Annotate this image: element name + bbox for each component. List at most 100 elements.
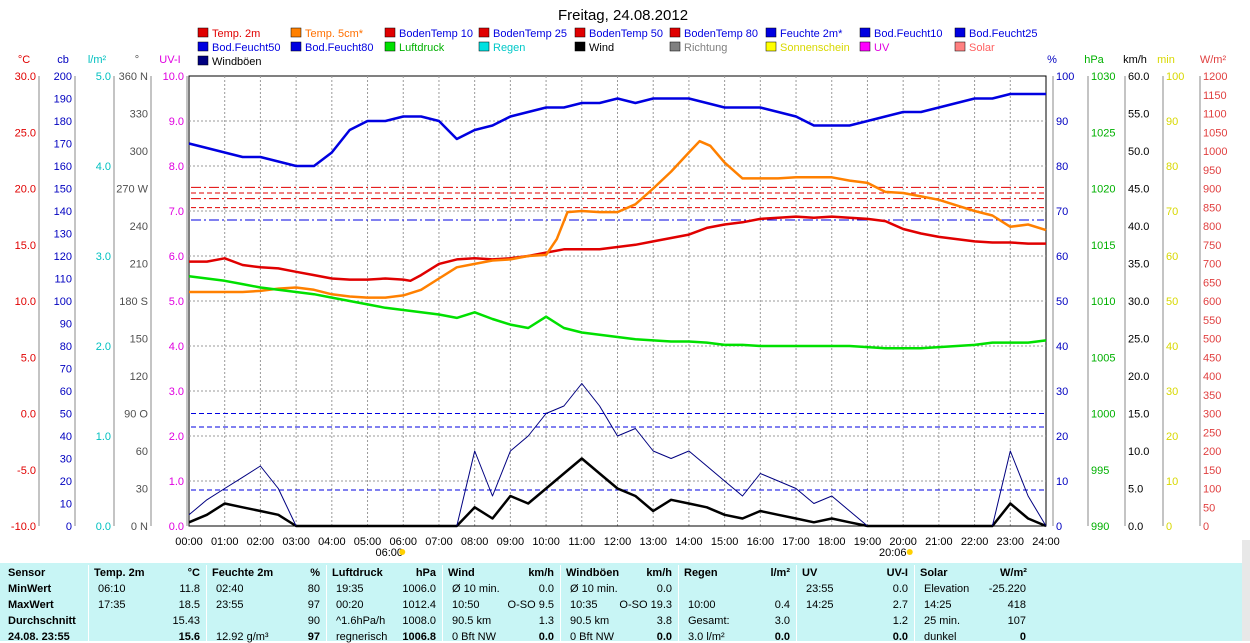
uv-tick-label: 1.0 (169, 476, 184, 488)
legend-label: Luftdruck (399, 42, 445, 54)
table-cell-detail: dunkel (924, 631, 957, 643)
direction-tick-label: 360 N (119, 71, 148, 83)
solar-tick-label: 700 (1203, 259, 1221, 271)
legend-swatch (197, 27, 209, 38)
uv-tick-label: 10.0 (163, 71, 184, 83)
pressure-tick-label: 1025 (1091, 127, 1115, 139)
solar-tick-label: 1100 (1203, 109, 1227, 121)
table-header: Luftdruck (332, 567, 383, 579)
humidity-tick-label: 20 (1056, 431, 1068, 443)
sunshine-tick-label: 30 (1166, 386, 1178, 398)
uv-tick-label: 8.0 (169, 161, 184, 173)
table-cell-detail: 14:25 (806, 599, 834, 611)
pressure-tick-label: 995 (1091, 465, 1109, 477)
solar-tick-label: 550 (1203, 315, 1221, 327)
chart-axes: °C 30.0 25.0 20.0 15.0 10.0 5.0 0.0 -5.0 -10.0 cb 2… (11, 54, 1228, 559)
legend-swatch (478, 27, 490, 38)
solar-tick-label: 500 (1203, 334, 1221, 346)
temp_c-tick-label: 15.0 (15, 240, 36, 252)
sunshine-tick-label: 50 (1166, 296, 1178, 308)
legend-label: Richtung (684, 42, 727, 54)
table-cell-detail: 25 min. (924, 615, 961, 627)
rain_l-tick-label: 0.0 (96, 521, 111, 533)
legend-label: Temp. 5cm* (305, 28, 364, 40)
table-cell-value: 0.0 (538, 631, 554, 643)
x-tick-label: 08:00 (461, 536, 489, 548)
x-tick-label: 03:00 (282, 536, 310, 548)
cb-tick-label: 200 (54, 71, 72, 83)
table-cell-detail: 90.5 km (452, 615, 492, 627)
sunshine-tick-label: 0 (1166, 521, 1172, 533)
solar-tick-label: 650 (1203, 277, 1221, 289)
cb-tick-label: 80 (60, 341, 72, 353)
table-cell-value: 0 (1019, 631, 1026, 643)
rain_l-unit-label: l/m² (88, 54, 107, 66)
cb-tick-label: 40 (60, 431, 72, 443)
table-header: Temp. 2m (94, 567, 145, 579)
legend-label: Wind (589, 42, 614, 54)
solar-tick-label: 950 (1203, 165, 1221, 177)
legend-label: Solar (969, 42, 995, 54)
temp_c-tick-label: 5.0 (21, 352, 36, 364)
table-cell-value: 90 (307, 615, 320, 627)
cb-tick-label: 180 (54, 116, 72, 128)
solar-tick-label: 1150 (1203, 90, 1227, 102)
table-cell-detail: 10:50 (452, 599, 480, 611)
table-cell-detail: 06:10 (98, 583, 126, 595)
x-tick-label: 01:00 (211, 536, 239, 548)
legend-label: BodenTemp 25 (493, 28, 567, 40)
x-tick-label: 14:00 (675, 536, 703, 548)
x-tick-label: 21:00 (925, 536, 953, 548)
legend-swatch (954, 41, 966, 52)
humidity-tick-label: 70 (1056, 206, 1068, 218)
table-cell-value: 11.8 (179, 583, 200, 595)
cb-tick-label: 70 (60, 364, 72, 376)
rain_l-tick-label: 2.0 (96, 341, 111, 353)
uv-tick-label: 2.0 (169, 431, 184, 443)
cb-unit-label: cb (57, 54, 69, 66)
table-cell-detail: 02:40 (216, 583, 244, 595)
direction-tick-label: 0 N (131, 521, 148, 533)
x-tick-label: 22:00 (961, 536, 989, 548)
uv-unit-label: UV-I (159, 54, 180, 66)
table-cell-detail: Ø 10 min. (570, 583, 618, 595)
humidity-tick-label: 90 (1056, 116, 1068, 128)
table-header: Regen (684, 567, 718, 579)
cb-tick-label: 110 (54, 274, 72, 286)
uv-tick-label: 7.0 (169, 206, 184, 218)
table-cell-value: 418 (1007, 599, 1026, 611)
humidity-unit-label: % (1047, 54, 1057, 66)
legend-label: BodenTemp 80 (684, 28, 758, 40)
direction-tick-label: 180 S (119, 296, 148, 308)
table-cell-value: 0.0 (774, 631, 790, 643)
table-cell-detail: regnerisch (336, 631, 388, 643)
chart-title: Freitag, 24.08.2012 (558, 7, 688, 24)
table-cell-detail: 17:35 (98, 599, 126, 611)
table-cell-detail: Elevation (924, 583, 970, 595)
cb-tick-label: 90 (60, 319, 72, 331)
table-cell-value: 0.4 (774, 599, 790, 611)
table-cell-value: 1.3 (538, 615, 554, 627)
vertical-scrollbar[interactable] (1242, 540, 1250, 641)
x-tick-label: 04:00 (318, 536, 346, 548)
x-tick-label: 17:00 (782, 536, 810, 548)
table-cell-detail: 10:35 (570, 599, 598, 611)
solar-tick-label: 350 (1203, 390, 1221, 402)
cb-tick-label: 60 (60, 386, 72, 398)
table-header-unit: W/m² (1000, 567, 1027, 579)
table-cell-detail: 3.0 l/m² (688, 631, 725, 643)
legend-swatch (859, 41, 871, 52)
table-cell-value: 0.0 (656, 631, 672, 643)
table-cell-detail: 19:35 (336, 583, 364, 595)
legend-swatch (859, 27, 871, 38)
x-tick-label: 02:00 (247, 536, 275, 548)
legend-swatch (954, 27, 966, 38)
table-header: UV (802, 567, 818, 579)
direction-tick-label: 270 W (116, 184, 148, 196)
solar-tick-label: 300 (1203, 409, 1221, 421)
humidity-tick-label: 50 (1056, 296, 1068, 308)
column-divider (326, 565, 327, 641)
table-cell-detail: 00:20 (336, 599, 364, 611)
direction-tick-label: 120 (130, 371, 148, 383)
table-row-label: MinWert (8, 583, 52, 595)
